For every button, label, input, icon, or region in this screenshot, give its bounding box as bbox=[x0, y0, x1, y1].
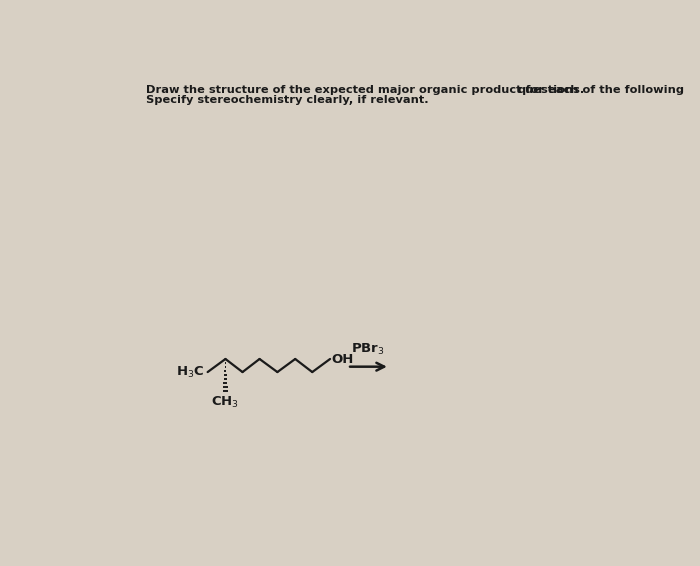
Text: Specify stereochemistry clearly, if relevant.: Specify stereochemistry clearly, if rele… bbox=[146, 95, 428, 105]
Text: OH: OH bbox=[332, 353, 354, 366]
Text: H$_3$C: H$_3$C bbox=[176, 365, 204, 380]
Text: questions.: questions. bbox=[517, 85, 585, 95]
Text: CH$_3$: CH$_3$ bbox=[211, 395, 239, 409]
Text: PBr$_3$: PBr$_3$ bbox=[351, 341, 385, 357]
Text: Draw the structure of the expected major organic product for each of the followi: Draw the structure of the expected major… bbox=[146, 85, 684, 95]
